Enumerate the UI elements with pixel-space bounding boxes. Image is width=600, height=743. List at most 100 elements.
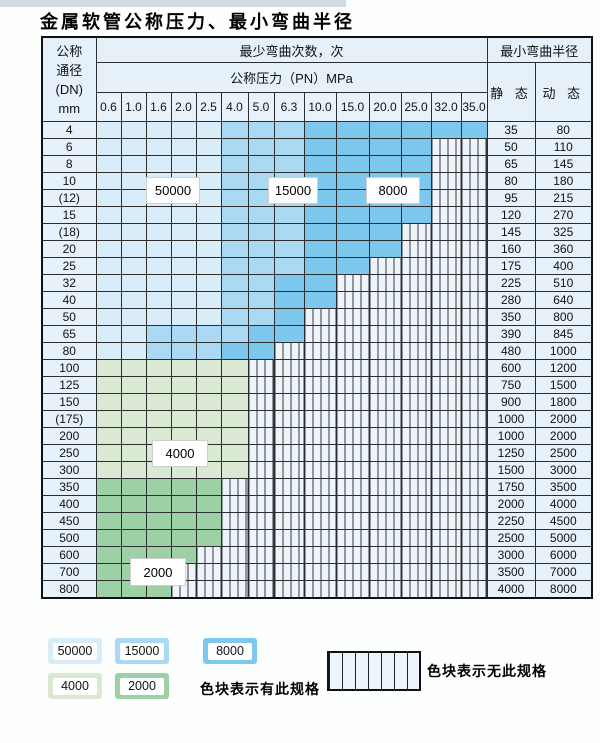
dynamic-radius-cell: 270 xyxy=(534,206,593,224)
no-spec-cell xyxy=(400,529,432,547)
spec-cell-8000 xyxy=(303,223,337,241)
no-spec-cell xyxy=(460,172,488,190)
no-spec-cell xyxy=(430,240,462,258)
dynamic-radius-cell: 3500 xyxy=(534,478,593,496)
no-spec-cell xyxy=(247,410,275,428)
no-spec-cell xyxy=(368,478,402,496)
spec-cell-4000 xyxy=(120,444,147,462)
spec-cell-8000 xyxy=(368,223,402,241)
spec-cell-50000 xyxy=(120,155,147,173)
no-spec-cell xyxy=(400,461,432,479)
zone-label-8000: 8000 xyxy=(366,177,420,204)
no-spec-cell xyxy=(335,342,370,360)
spec-cell-15000 xyxy=(220,172,249,190)
no-spec-cell xyxy=(303,529,337,547)
spec-cell-50000 xyxy=(195,240,222,258)
spec-cell-8000 xyxy=(273,291,305,309)
spec-cell-4000 xyxy=(195,376,222,394)
spec-cell-50000 xyxy=(170,206,197,224)
legend-swatch-4000: 4000 xyxy=(48,673,102,699)
dn-cell: 25 xyxy=(41,257,97,275)
spec-cell-50000 xyxy=(95,223,122,241)
spec-cell-50000 xyxy=(170,257,197,275)
spec-cell-8000 xyxy=(368,121,402,139)
legend-no-spec-swatch xyxy=(327,651,421,691)
spec-cell-8000 xyxy=(273,274,305,292)
no-spec-cell xyxy=(303,461,337,479)
spec-cell-2000 xyxy=(145,512,172,530)
no-spec-cell xyxy=(335,461,370,479)
dynamic-radius-cell: 1200 xyxy=(534,359,593,377)
dynamic-radius-cell: 80 xyxy=(534,121,593,139)
spec-cell-50000 xyxy=(170,240,197,258)
dynamic-column-header: 动 态 xyxy=(534,62,593,122)
table-row: 65 390 845 xyxy=(41,325,593,343)
no-spec-cell xyxy=(303,427,337,445)
spec-cell-4000 xyxy=(145,359,172,377)
no-spec-cell xyxy=(368,308,402,326)
spec-cell-2000 xyxy=(195,495,222,513)
dn-cell: 450 xyxy=(41,512,97,530)
spec-cell-2000 xyxy=(120,495,147,513)
spec-cell-50000 xyxy=(195,138,222,156)
table-row: 250 1250 2500 xyxy=(41,444,593,462)
spec-cell-4000 xyxy=(170,376,197,394)
spec-cell-8000 xyxy=(303,274,337,292)
no-spec-cell xyxy=(220,495,249,513)
table-row: (175) 1000 2000 xyxy=(41,410,593,428)
dynamic-radius-cell: 4000 xyxy=(534,495,593,513)
no-spec-cell xyxy=(220,546,249,564)
table-row: 500 2500 5000 xyxy=(41,529,593,547)
legend-swatch-value: 15000 xyxy=(120,642,164,660)
table-row: 15 120 270 xyxy=(41,206,593,224)
spec-cell-50000 xyxy=(95,138,122,156)
no-spec-cell xyxy=(430,478,462,496)
spec-cell-50000 xyxy=(95,257,122,275)
no-spec-cell xyxy=(335,376,370,394)
data-table: 公称 通径 (DN) mm 最少弯曲次数，次 最小弯曲半径 公称压力（PN）MPa 静… xyxy=(41,36,594,599)
spec-cell-2000 xyxy=(170,495,197,513)
spec-cell-2000 xyxy=(120,478,147,496)
spec-cell-50000 xyxy=(120,172,147,190)
spec-cell-50000 xyxy=(170,274,197,292)
spec-cell-15000 xyxy=(195,325,222,343)
pressure-header: 4.0 xyxy=(220,92,249,122)
no-spec-cell xyxy=(460,461,488,479)
spec-cell-8000 xyxy=(400,206,432,224)
spec-cell-15000 xyxy=(247,206,275,224)
spec-cell-15000 xyxy=(273,223,305,241)
pressure-header: 32.0 xyxy=(430,92,462,122)
dynamic-radius-cell: 180 xyxy=(534,172,593,190)
no-spec-cell xyxy=(368,495,402,513)
table-row: 700 3500 7000 xyxy=(41,563,593,581)
table-row: 150 900 1800 xyxy=(41,393,593,411)
no-spec-cell xyxy=(247,444,275,462)
no-spec-cell xyxy=(273,393,305,411)
dn-cell: 700 xyxy=(41,563,97,581)
dn-cell: 300 xyxy=(41,461,97,479)
spec-cell-50000 xyxy=(120,121,147,139)
no-spec-cell xyxy=(400,342,432,360)
spec-cell-50000 xyxy=(95,325,122,343)
no-spec-cell xyxy=(400,393,432,411)
pressure-header: 25.0 xyxy=(400,92,432,122)
spec-cell-4000 xyxy=(220,393,249,411)
spec-cell-50000 xyxy=(170,138,197,156)
no-spec-cell xyxy=(460,580,488,599)
no-spec-cell xyxy=(195,546,222,564)
dn-cell: (175) xyxy=(41,410,97,428)
no-spec-cell xyxy=(460,478,488,496)
spec-cell-15000 xyxy=(247,308,275,326)
spec-cell-15000 xyxy=(220,325,249,343)
no-spec-cell xyxy=(273,342,305,360)
no-spec-cell xyxy=(335,478,370,496)
no-spec-cell xyxy=(460,495,488,513)
no-spec-cell xyxy=(368,580,402,599)
spec-cell-2000 xyxy=(95,495,122,513)
no-spec-cell xyxy=(400,376,432,394)
no-spec-cell xyxy=(335,580,370,599)
dn-cell: 8 xyxy=(41,155,97,173)
spec-cell-8000 xyxy=(303,291,337,309)
no-spec-cell xyxy=(400,274,432,292)
static-radius-cell: 390 xyxy=(486,325,536,343)
